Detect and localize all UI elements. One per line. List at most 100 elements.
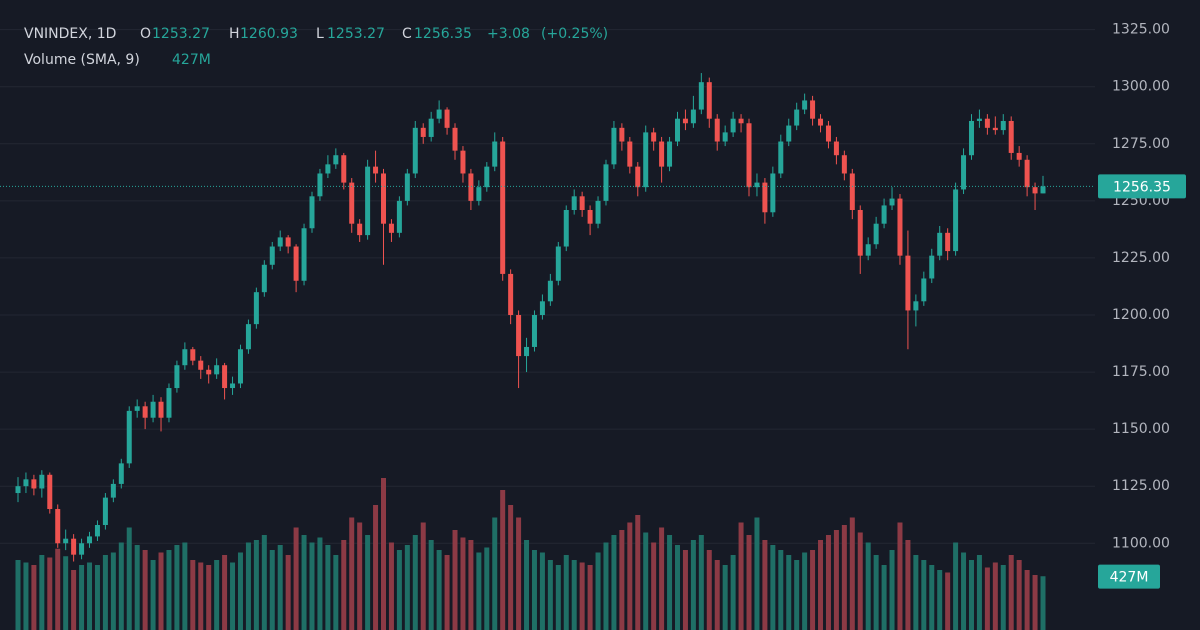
candle-body — [778, 141, 784, 174]
volume-bar — [762, 540, 768, 630]
candle-body — [404, 173, 410, 201]
candle-body — [222, 365, 228, 389]
volume-bar — [420, 522, 426, 630]
volume-bar — [961, 552, 967, 630]
volume-bar — [341, 540, 347, 630]
candle-body — [865, 244, 871, 256]
volume-bar — [555, 565, 561, 630]
volume-bar — [659, 527, 665, 630]
candle-body — [190, 349, 196, 361]
volume-bar — [261, 535, 267, 630]
volume-bar — [277, 545, 283, 630]
volume-bar — [802, 552, 808, 630]
volume-bar — [643, 532, 649, 630]
candle-body — [706, 82, 712, 119]
volume-bar — [349, 517, 355, 630]
candle-body — [452, 127, 458, 151]
volume-bar — [516, 517, 522, 630]
candle-body — [698, 82, 704, 110]
candle-body — [94, 525, 100, 537]
volume-bar — [134, 545, 140, 630]
symbol: VNINDEX, 1D — [24, 26, 116, 42]
volume-bar — [984, 567, 990, 630]
candle-body — [945, 232, 951, 252]
candle-body — [770, 173, 776, 213]
y-tick-label: 1175.00 — [1112, 364, 1170, 380]
volume-bar — [865, 542, 871, 630]
volume-bar — [476, 552, 482, 630]
volume-bar — [31, 565, 37, 630]
candle-body — [142, 406, 148, 418]
volume-bar — [508, 505, 514, 630]
volume-bar — [245, 542, 251, 630]
volume-bar — [222, 555, 228, 630]
candle-body — [746, 123, 752, 188]
candle-body — [87, 536, 93, 544]
candle-body — [293, 246, 299, 281]
volume-bar — [770, 545, 776, 630]
candle-body — [953, 189, 959, 252]
candle-body — [611, 127, 617, 165]
candle-body — [1008, 120, 1014, 153]
candle-body — [484, 166, 490, 188]
change-pct: (+0.25%) — [541, 26, 608, 42]
candle-body — [833, 141, 839, 156]
volume-bar — [166, 550, 172, 630]
volume-bar — [690, 540, 696, 630]
ohlc-label: O — [140, 26, 151, 42]
volume-bar — [373, 505, 379, 630]
volume-bar — [619, 530, 625, 630]
volume-bar — [47, 557, 53, 630]
y-tick-label: 1150.00 — [1112, 421, 1170, 437]
volume-bar — [317, 537, 323, 630]
candle-body — [818, 118, 824, 126]
volume-bar — [15, 560, 21, 630]
volume-bar — [237, 552, 243, 630]
volume-bar — [365, 535, 371, 630]
candle-body — [627, 141, 633, 167]
change: +3.08 — [487, 26, 530, 42]
candle-body — [79, 543, 85, 555]
volume-bar — [682, 550, 688, 630]
volume-bar — [746, 535, 752, 630]
volume-bar — [158, 552, 164, 630]
volume-bar — [1000, 565, 1006, 630]
candle-body — [651, 132, 657, 142]
volume-bar — [492, 517, 498, 630]
volume-bar — [230, 562, 236, 630]
candle-body — [738, 118, 744, 124]
candle-body — [961, 155, 967, 190]
volume-bar — [976, 555, 982, 630]
candle-body — [245, 324, 251, 350]
candle-body — [579, 196, 585, 210]
candle-body — [230, 383, 236, 389]
candle-body — [587, 210, 593, 224]
volume-bar — [452, 530, 458, 630]
volume-bar — [603, 542, 609, 630]
volume-bar — [333, 555, 339, 630]
candle-body — [921, 278, 927, 302]
volume-bar — [873, 555, 879, 630]
candle-body — [937, 232, 943, 256]
candle-body — [595, 200, 601, 224]
volume-bar — [285, 555, 291, 630]
candle-body — [841, 155, 847, 174]
volume-bar — [1040, 576, 1046, 630]
volume-bar — [706, 550, 712, 630]
candle-body — [468, 173, 474, 201]
y-tick-label: 1275.00 — [1112, 136, 1170, 152]
candle-body — [261, 264, 267, 293]
candle-body — [802, 100, 808, 110]
candle-body — [460, 150, 466, 174]
volume-bar — [182, 542, 188, 630]
volume-bar — [381, 478, 387, 630]
candle-body — [357, 223, 363, 236]
candle-body — [206, 369, 212, 375]
candle-body — [762, 182, 768, 213]
candle-body — [531, 315, 537, 347]
candle-body — [39, 474, 45, 489]
candle-body — [825, 125, 831, 142]
volume-bar — [674, 545, 680, 630]
volume-bar — [913, 555, 919, 630]
